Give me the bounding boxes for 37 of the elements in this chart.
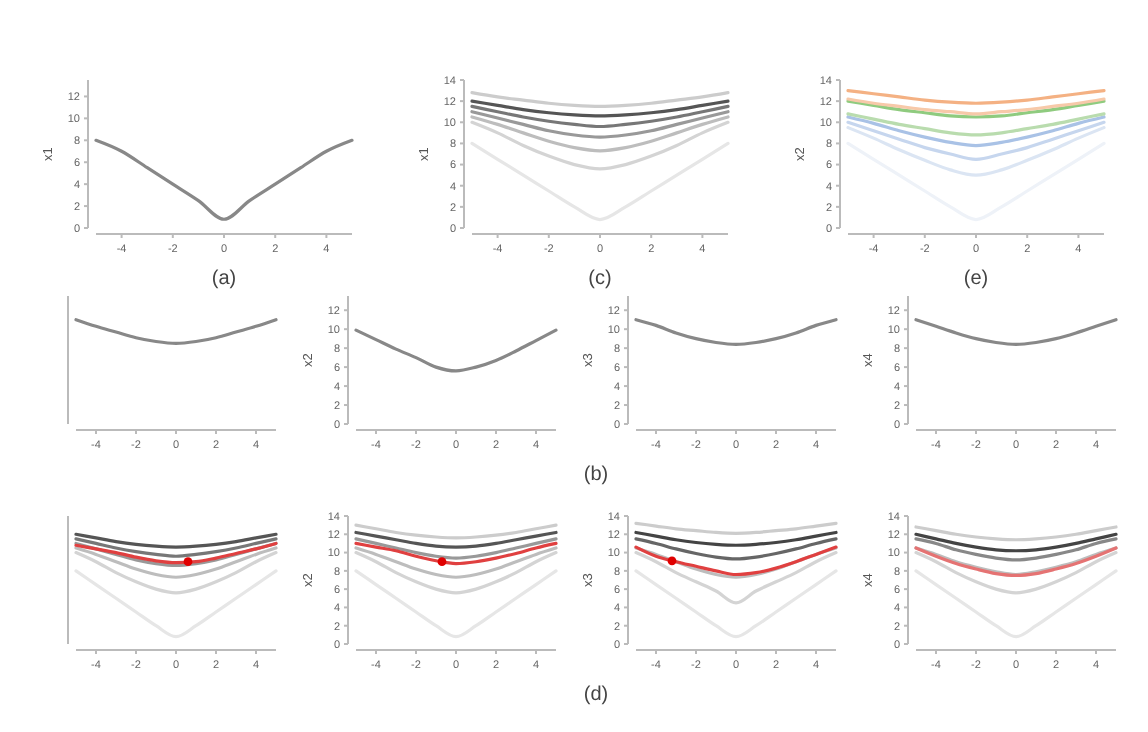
line-series xyxy=(354,569,558,639)
line-series xyxy=(470,110,730,139)
line-series xyxy=(634,569,838,639)
line-series xyxy=(846,115,1106,148)
text: (b) xyxy=(583,464,609,486)
line-series xyxy=(634,537,838,561)
line-series xyxy=(470,141,730,222)
line-series xyxy=(914,537,1118,562)
line-series xyxy=(634,530,838,547)
line-series xyxy=(470,120,730,171)
line-series xyxy=(354,530,558,549)
line-series xyxy=(470,91,730,109)
line-series xyxy=(634,550,838,605)
text: (d) xyxy=(583,684,609,706)
line-series xyxy=(470,104,730,129)
line-series xyxy=(354,328,558,373)
line-series xyxy=(470,99,730,118)
line-series xyxy=(354,541,558,566)
line-series xyxy=(354,550,558,595)
line-series xyxy=(846,112,1106,137)
line-series xyxy=(914,525,1118,542)
line-series xyxy=(354,546,558,579)
line-series xyxy=(846,120,1106,161)
line-series xyxy=(914,550,1118,595)
line-series xyxy=(634,318,838,346)
line-series xyxy=(914,532,1118,553)
text: (a) xyxy=(211,268,237,290)
line-series xyxy=(94,138,354,221)
line-series xyxy=(354,523,558,540)
line-series xyxy=(846,88,1106,105)
text: (c) xyxy=(588,268,612,290)
line-series xyxy=(914,569,1118,639)
text: (e) xyxy=(963,268,989,290)
line-series xyxy=(914,318,1118,346)
line-series xyxy=(846,125,1106,177)
line-series xyxy=(846,141,1106,222)
line-series xyxy=(470,115,730,153)
